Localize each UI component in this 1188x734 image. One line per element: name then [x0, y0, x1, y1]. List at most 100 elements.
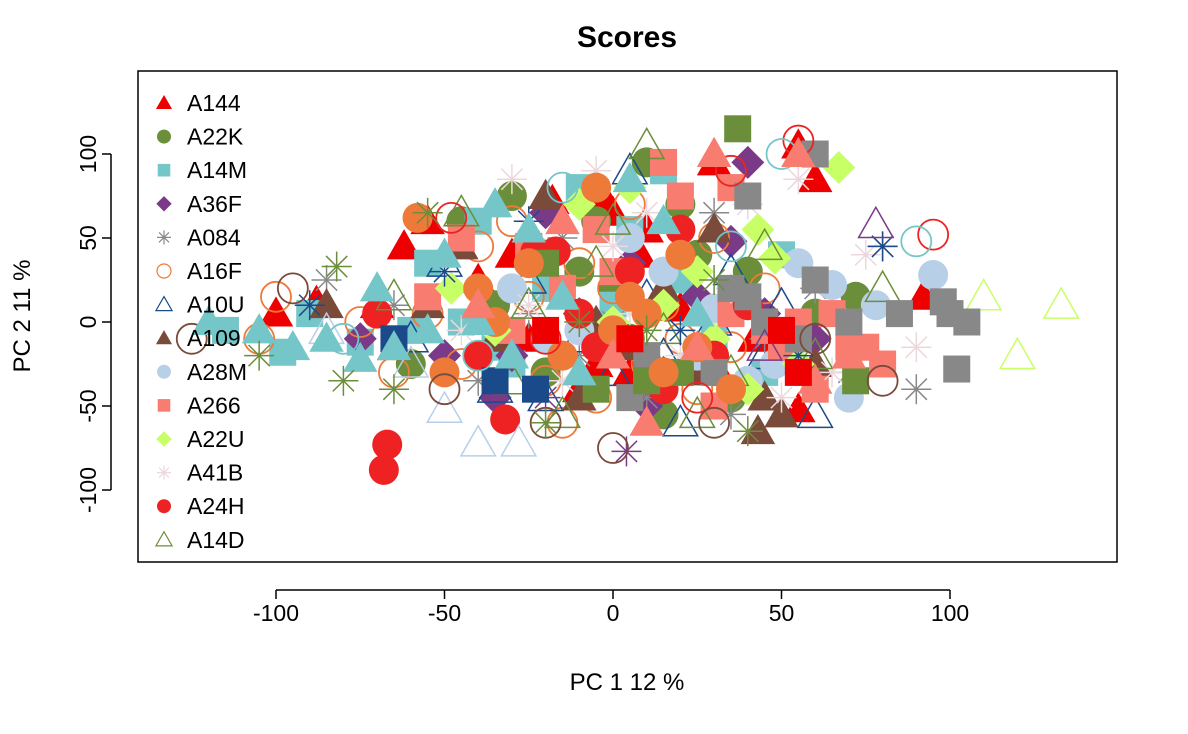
data-point: [513, 248, 544, 279]
data-point: [496, 181, 527, 211]
data-point: [860, 290, 891, 321]
data-point: [594, 353, 632, 387]
data-point: [681, 381, 714, 414]
data-point: [614, 223, 645, 253]
data-point: [521, 375, 549, 403]
data-point: [715, 374, 746, 405]
legend-label: A14D: [187, 527, 245, 553]
y-axis: -100 -50 0 50 100: [75, 135, 112, 513]
data-point: [741, 213, 775, 247]
data-point: [511, 212, 546, 243]
data-point: [343, 322, 377, 356]
x-axis: -100 -50 0 50 100: [253, 589, 969, 626]
data-point: [665, 239, 696, 270]
data-point: [822, 150, 856, 184]
data-point: [309, 321, 344, 352]
data-point: [866, 364, 899, 397]
legend-marker: [157, 499, 171, 514]
data-point: [965, 278, 1003, 311]
x-tick-label: -50: [428, 600, 461, 626]
data-point: [616, 325, 644, 353]
data-point: [698, 406, 730, 439]
data-point: [783, 164, 814, 195]
data-point: [494, 338, 530, 369]
data-point: [680, 296, 715, 327]
data-point: [530, 407, 561, 438]
data-point: [758, 241, 792, 275]
data-point: [260, 280, 292, 313]
data-point: [597, 432, 629, 464]
legend-marker: [154, 530, 174, 547]
data-point: [427, 237, 462, 268]
data-point: [715, 230, 747, 263]
data-point: [481, 367, 509, 395]
x-axis-label: PC 1 12 %: [570, 669, 685, 696]
y-tick-label: 0: [75, 316, 101, 329]
data-point: [857, 205, 895, 239]
legend-item: A10U: [154, 292, 245, 318]
data-point: [562, 380, 597, 411]
data-point: [732, 416, 763, 447]
x-tick-label: 0: [607, 600, 620, 626]
data-point: [328, 365, 359, 396]
data-point: [746, 328, 784, 361]
legend-item: A084: [157, 224, 241, 250]
legend-label: A36F: [187, 191, 242, 217]
data-point: [362, 298, 393, 329]
legend-item: A22U: [156, 426, 245, 452]
data-point: [543, 395, 581, 429]
data-point: [378, 374, 409, 405]
legend-marker: [157, 465, 171, 480]
data-point: [631, 197, 662, 228]
data-point: [376, 329, 412, 361]
data-point: [696, 136, 732, 167]
data-point: [646, 203, 681, 235]
data-point: [581, 172, 612, 203]
data-point: [1042, 286, 1080, 319]
data-point: [321, 251, 352, 282]
data-point: [545, 279, 580, 310]
data-point: [594, 202, 632, 235]
data-point: [953, 308, 981, 336]
legend-label: A10U: [187, 292, 245, 318]
data-point: [276, 272, 309, 305]
data-point: [294, 290, 325, 321]
data-point: [768, 316, 795, 344]
legend-label: A266: [187, 392, 241, 418]
x-tick-label: -100: [253, 600, 299, 626]
legend-marker: [157, 399, 171, 412]
data-point: [275, 329, 311, 361]
data-point: [867, 231, 898, 262]
legend-marker: [156, 196, 172, 212]
data-point: [740, 413, 776, 445]
data-point: [885, 300, 913, 328]
data-point: [918, 259, 949, 290]
data-point: [734, 182, 762, 210]
data-point: [490, 404, 521, 435]
legend-item: A36F: [156, 191, 242, 217]
data-point: [359, 271, 395, 302]
data-point: [595, 338, 631, 369]
legend-label: A22K: [187, 124, 244, 150]
data-point: [460, 304, 496, 335]
data-point: [797, 161, 833, 193]
legend-item: A41B: [157, 460, 243, 486]
data-point: [309, 287, 344, 319]
data-point: [244, 340, 275, 371]
data-point: [175, 322, 208, 355]
data-point: [731, 145, 765, 179]
data-point: [412, 197, 443, 228]
x-tick-label: 100: [931, 600, 969, 626]
data-point: [386, 229, 422, 260]
y-tick-label: 100: [75, 135, 101, 173]
data-point: [410, 313, 445, 344]
legend-marker: [155, 94, 173, 110]
data-point: [801, 266, 829, 294]
y-tick-label: 50: [75, 225, 101, 251]
legend-marker: [157, 364, 171, 379]
legend-marker: [155, 330, 173, 345]
data-point: [629, 405, 664, 436]
data-point: [546, 171, 579, 204]
x-tick-label: 50: [769, 600, 795, 626]
